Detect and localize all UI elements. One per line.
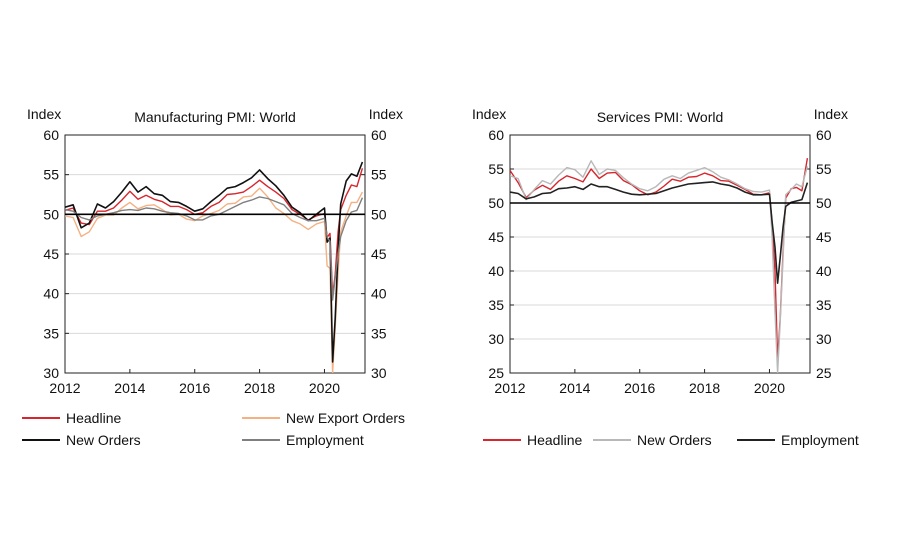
chart1-ytick-left-60: 60: [488, 127, 504, 143]
chart0-ytick-left-45: 45: [43, 246, 59, 262]
chart0-xtick-2020: 2020: [309, 380, 340, 396]
chart0-ytick-left-30: 30: [43, 365, 59, 381]
chart1-xtick-2014: 2014: [559, 380, 590, 396]
chart0-legend-label-new-export-orders: New Export Orders: [286, 410, 405, 426]
chart0-series-group: [65, 161, 364, 373]
chart0-ytick-left-50: 50: [43, 206, 59, 222]
manufacturing-pmi-chart: 30 30 35 35 40 40 45 45 50 50 55 55 60 60 2012 2014 2016…: [20, 95, 450, 455]
chart0-ytick-right-45: 45: [371, 246, 387, 262]
chart1-legend-label-new-orders: New Orders: [637, 432, 712, 448]
chart1-ytick-left-50: 50: [488, 195, 504, 211]
chart1-ytick-right-45: 45: [816, 229, 832, 245]
chart0-ytick-right-35: 35: [371, 325, 387, 341]
chart1-ytick-left-35: 35: [488, 297, 504, 313]
chart1-ytick-right-25: 25: [816, 365, 832, 381]
chart0-legend-label-new-orders: New Orders: [66, 432, 141, 448]
chart1-title: Services PMI: World: [597, 109, 724, 125]
chart1-xtick-2016: 2016: [624, 380, 655, 396]
chart0-ytick-right-60: 60: [371, 127, 387, 143]
chart0-series-employment-line: [65, 196, 364, 301]
chart0-title: Manufacturing PMI: World: [134, 109, 296, 125]
chart1-ytick-right-50: 50: [816, 195, 832, 211]
services-pmi-chart: 25 25 30 30 35 35 40 40 45 45 50 50 55 55 60 60 2012 2014…: [465, 95, 895, 455]
chart1-ytick-left-55: 55: [488, 161, 504, 177]
chart0-xtick-2016: 2016: [179, 380, 210, 396]
chart1-ytick-right-35: 35: [816, 297, 832, 313]
chart0-ytick-right-40: 40: [371, 286, 387, 302]
chart0-xtick-2012: 2012: [49, 380, 80, 396]
chart1-series-headline-line: [510, 157, 809, 361]
chart1-legend-label-headline: Headline: [527, 432, 582, 448]
chart1-ytick-right-30: 30: [816, 331, 832, 347]
chart0-ylabel-left: Index: [27, 106, 61, 122]
chart0-legend-label-headline: Headline: [66, 410, 121, 426]
chart1-legend-label-employment: Employment: [781, 432, 859, 448]
chart1-ytick-right-60: 60: [816, 127, 832, 143]
chart1-ylabel-right: Index: [814, 106, 848, 122]
chart0-ytick-right-50: 50: [371, 206, 387, 222]
chart1-xtick-2012: 2012: [494, 380, 525, 396]
chart0-ytick-left-60: 60: [43, 127, 59, 143]
chart0-legend-label-employment: Employment: [286, 432, 364, 448]
chart0-ytick-right-30: 30: [371, 365, 387, 381]
chart1-ytick-left-40: 40: [488, 263, 504, 279]
chart1-ylabel-left: Index: [472, 106, 506, 122]
chart1-series-employment-line: [510, 181, 809, 284]
chart0-series-new-orders-line: [65, 161, 364, 363]
chart0-ytick-left-40: 40: [43, 286, 59, 302]
chart1-ytick-right-55: 55: [816, 161, 832, 177]
chart1-ytick-left-25: 25: [488, 365, 504, 381]
chart0-ytick-right-55: 55: [371, 167, 387, 183]
chart1-xtick-2018: 2018: [689, 380, 720, 396]
chart1-ytick-right-40: 40: [816, 263, 832, 279]
chart1-ytick-left-45: 45: [488, 229, 504, 245]
chart0-ylabel-right: Index: [369, 106, 403, 122]
chart1-series-group: [510, 157, 809, 373]
chart0-ytick-left-55: 55: [43, 167, 59, 183]
manufacturing-pmi-svg: 30 30 35 35 40 40 45 45 50 50 55 55 60 60 2012 2014 2016…: [22, 106, 405, 448]
chart0-xtick-2014: 2014: [114, 380, 145, 396]
services-pmi-svg: 25 25 30 30 35 35 40 40 45 45 50 50 55 55 60 60 2012 2014…: [472, 106, 859, 448]
chart1-xtick-2020: 2020: [754, 380, 785, 396]
chart0-series-headline-line: [65, 168, 364, 296]
chart1-series-new-orders-line: [510, 160, 809, 373]
chart0-ytick-left-35: 35: [43, 325, 59, 341]
chart1-plot-frame: [509, 134, 811, 374]
chart1-ytick-left-30: 30: [488, 331, 504, 347]
chart0-series-new-export-orders-line: [65, 187, 364, 373]
chart0-xtick-2018: 2018: [244, 380, 275, 396]
